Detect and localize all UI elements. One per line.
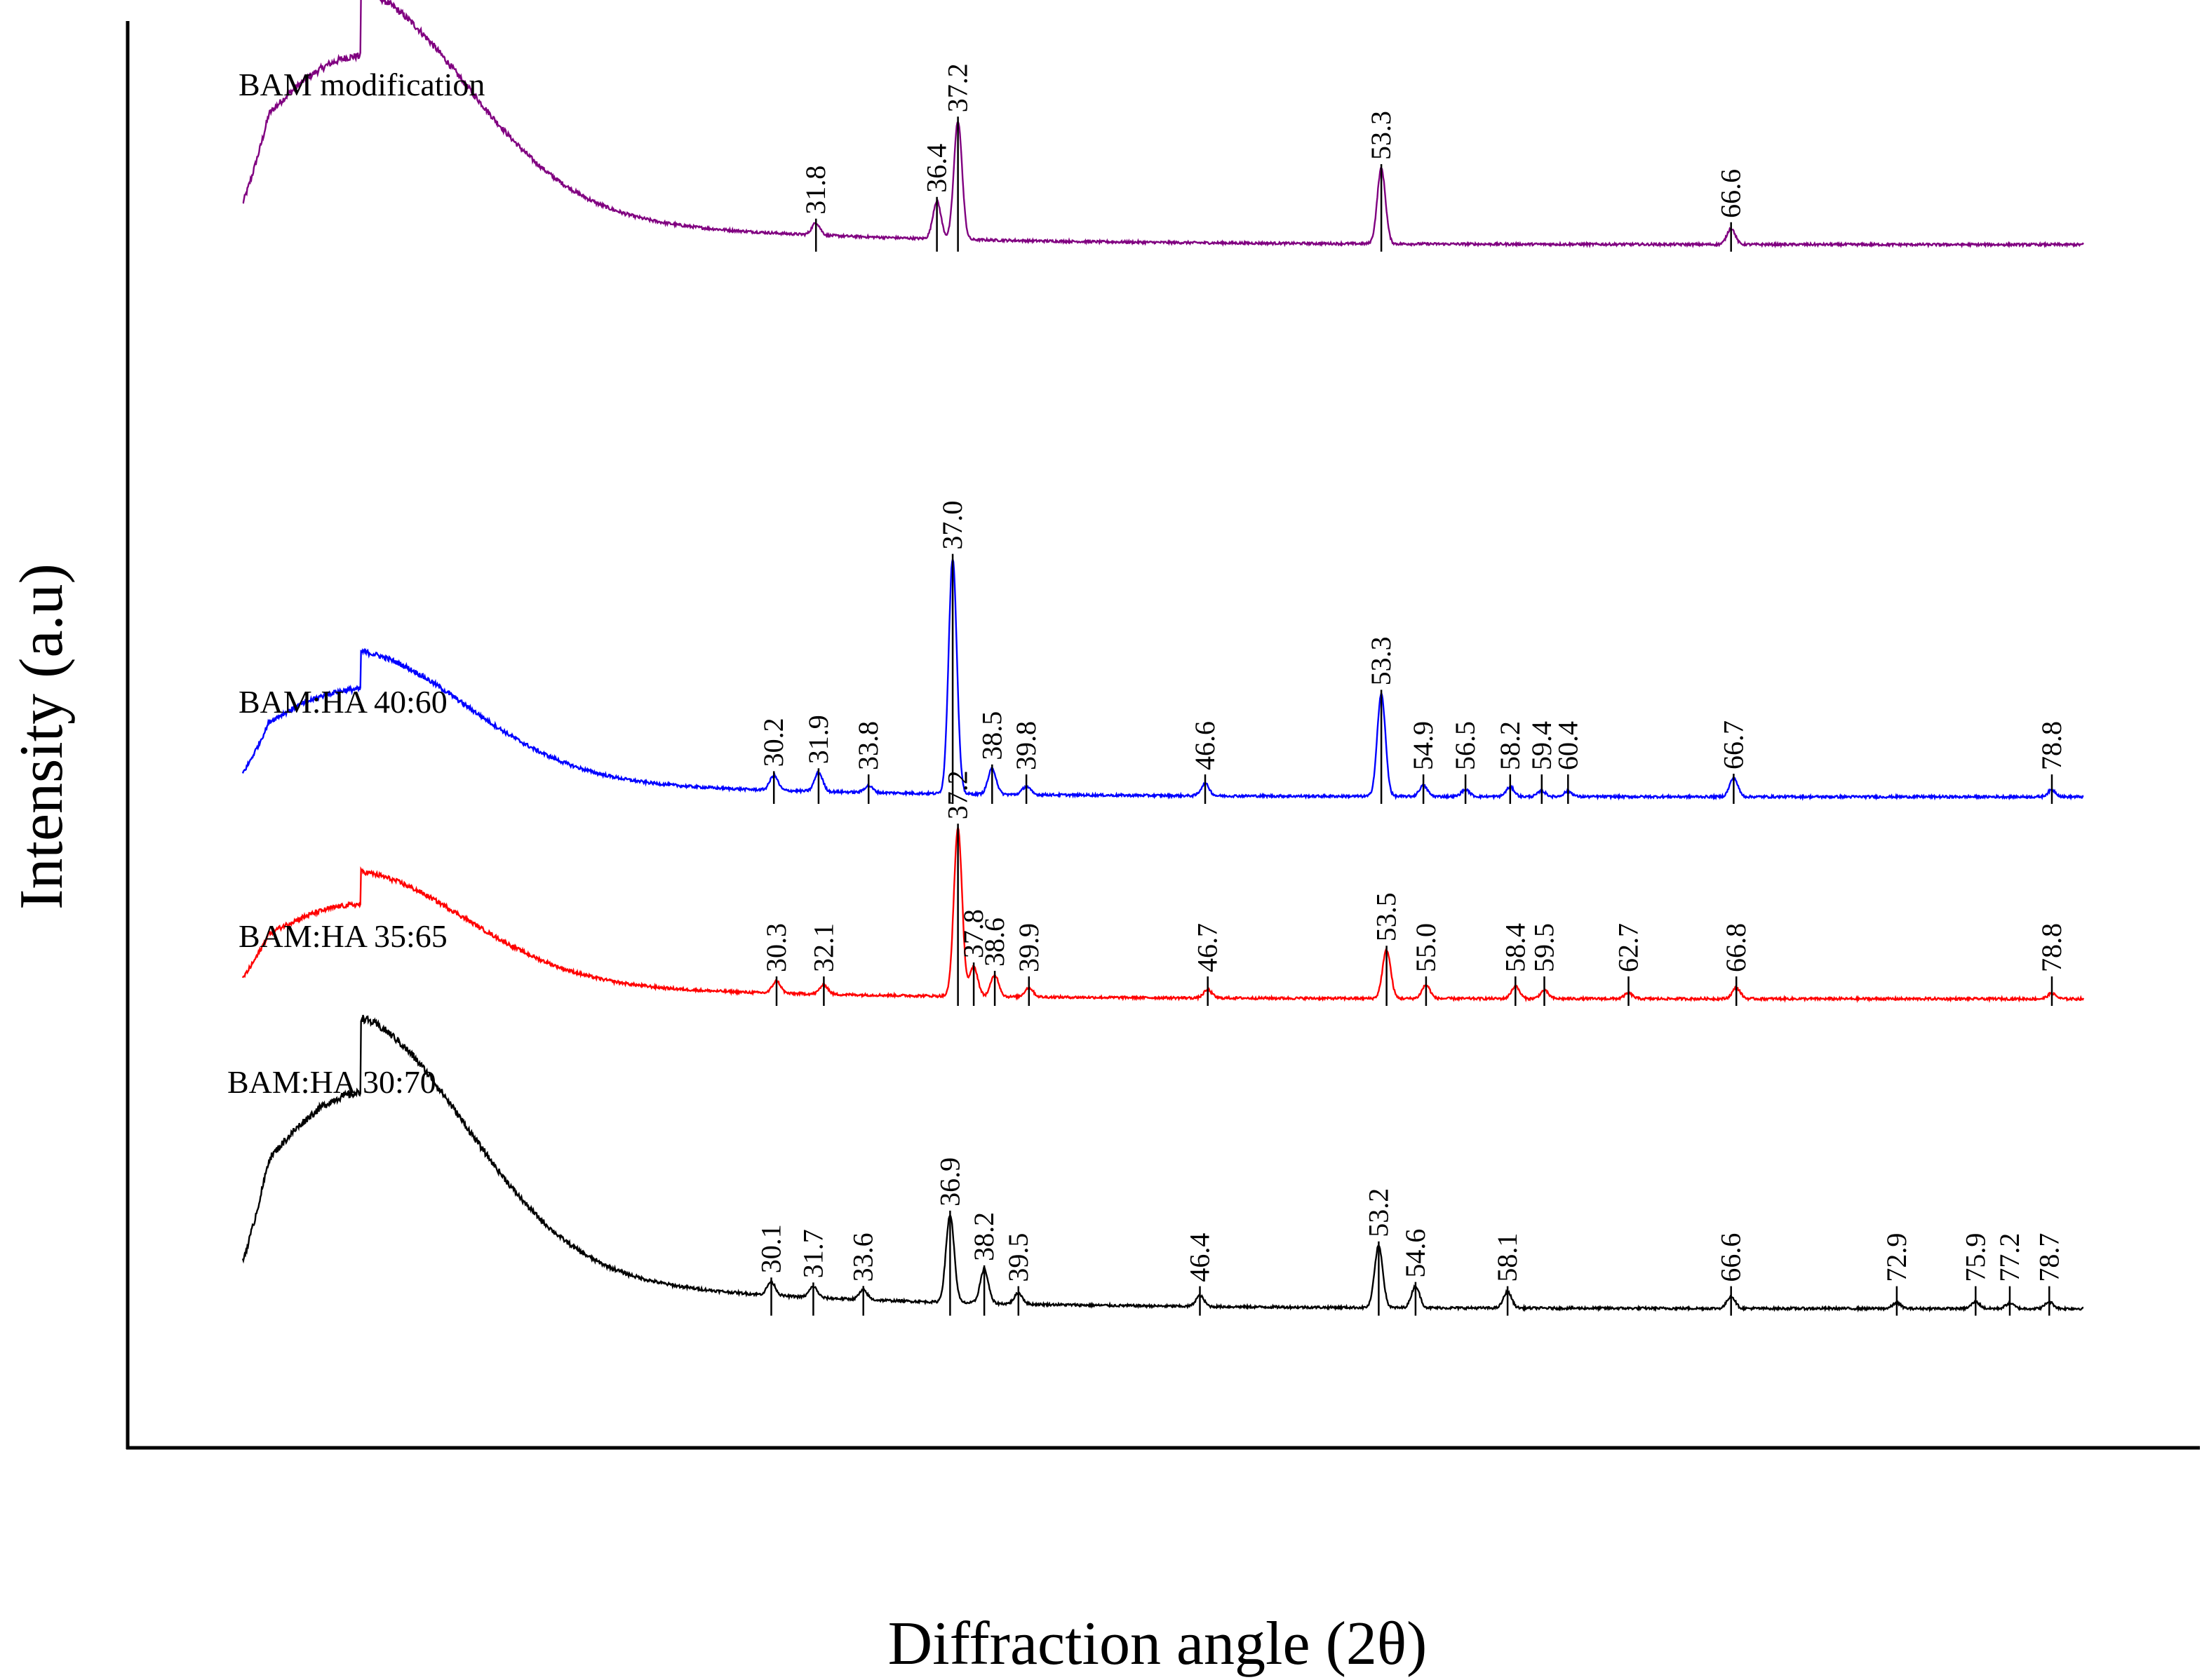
peak-label: 78.7: [2033, 1233, 2064, 1282]
peak-label: 56.5: [1449, 721, 1481, 770]
peak-label: 33.6: [847, 1232, 879, 1282]
peak-label: 38.6: [979, 918, 1010, 967]
peak-label: 77.2: [1994, 1233, 2025, 1282]
peak-label: 75.9: [1959, 1233, 1991, 1282]
peak-label: 37.8: [958, 909, 989, 958]
peak-label: 37.2: [942, 63, 974, 112]
peak-label: 54.6: [1399, 1229, 1431, 1278]
peak-label: 66.6: [1715, 1233, 1747, 1282]
x-axis-title: Diffraction angle (2θ): [888, 1610, 1428, 1678]
peak-label: 59.4: [1526, 721, 1557, 770]
series-name-label: BAM modification: [239, 67, 485, 102]
peak-label: 31.7: [797, 1229, 828, 1278]
peak-label: 53.2: [1362, 1188, 1394, 1237]
series-name-label: BAM:HA 40:60: [239, 684, 448, 720]
peak-label: 59.5: [1529, 923, 1560, 972]
peak-label: 62.7: [1613, 923, 1644, 972]
peak-label: 39.5: [1002, 1233, 1034, 1282]
peak-label: 72.9: [1881, 1233, 1912, 1282]
peak-label: 53.3: [1365, 636, 1397, 685]
peak-label: 46.4: [1184, 1233, 1216, 1282]
peak-label: 38.2: [968, 1212, 1000, 1261]
peak-label: 53.3: [1365, 111, 1397, 160]
peak-label: 46.7: [1192, 923, 1223, 972]
peak-label: 55.0: [1410, 923, 1442, 972]
peak-label: 78.8: [2036, 721, 2067, 770]
peak-label: 66.7: [1717, 720, 1749, 770]
series-name-label: BAM:HA 35:65: [239, 918, 448, 954]
peak-label: 54.9: [1407, 721, 1439, 770]
peak-label: 36.9: [934, 1157, 965, 1207]
peak-label: 78.8: [2036, 923, 2067, 972]
peak-label: 31.8: [800, 166, 831, 215]
peak-label: 30.3: [760, 923, 792, 972]
peak-label: 37.0: [936, 501, 968, 550]
peak-label: 32.1: [807, 923, 839, 972]
y-axis-title: Intensity (a.u): [8, 563, 76, 910]
peak-label: 58.2: [1494, 721, 1526, 770]
series-2: BAM:HA 40:60 30.2 31.9 33.8 37.0 38.5 39.8 46.6…: [239, 501, 2084, 804]
peak-label: 46.6: [1189, 721, 1221, 770]
series-3: BAM:HA 35:65 30.3 32.1 37.2 37.838.6 39.9 46.7…: [239, 770, 2085, 1006]
series-line: [241, 824, 2085, 1004]
peak-label: 33.8: [852, 721, 884, 770]
peak-label: 38.5: [976, 711, 1007, 760]
peak-label: 58.4: [1499, 923, 1531, 972]
peak-label: 58.1: [1491, 1233, 1523, 1282]
peak-label: 60.4: [1552, 721, 1583, 770]
axes: [126, 21, 2200, 1450]
peak-label: 39.8: [1010, 721, 1042, 770]
peak-label: 31.9: [803, 715, 834, 764]
peak-label: 36.4: [921, 144, 953, 193]
series-name-label: BAM:HA 30:70: [227, 1064, 436, 1100]
peak-label: 66.6: [1715, 169, 1747, 218]
series-4: BAM:HA 30:70 30.1 31.7 33.6 36.938.2 39.5 46.4…: [227, 1014, 2084, 1316]
series-line: [241, 1014, 2084, 1313]
series-1: BAM modification 31.8 36.4 37.2 53.3 66.6: [239, 0, 2084, 252]
peak-label: 37.2: [942, 770, 974, 819]
series-line: [242, 0, 2084, 249]
peak-label: 39.9: [1013, 923, 1045, 972]
series-line: [241, 558, 2084, 801]
peak-label: 66.8: [1720, 923, 1752, 972]
peak-label: 30.2: [758, 718, 789, 767]
peak-label: 30.1: [756, 1224, 787, 1273]
peak-label: 53.5: [1371, 892, 1402, 941]
